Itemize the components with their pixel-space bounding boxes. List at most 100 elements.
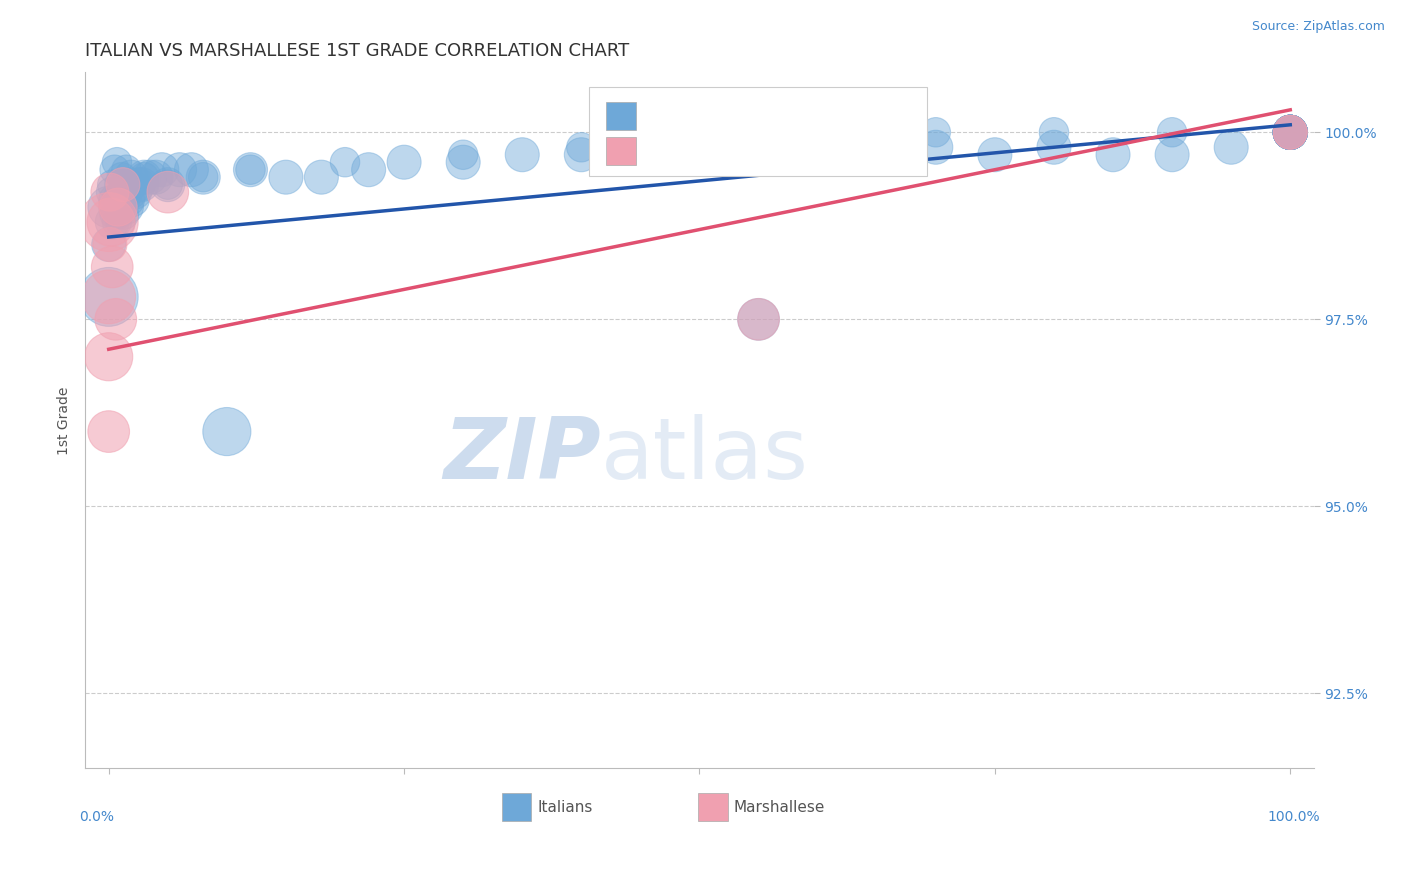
- FancyBboxPatch shape: [699, 793, 728, 822]
- Point: [134, 170, 156, 185]
- Point: [1279, 125, 1302, 139]
- Point: [112, 178, 135, 192]
- Point: [1102, 147, 1125, 161]
- Point: [807, 140, 830, 154]
- Point: [1279, 125, 1302, 139]
- Point: [104, 312, 127, 326]
- Point: [1279, 125, 1302, 139]
- Point: [101, 178, 124, 192]
- Point: [100, 215, 122, 229]
- Point: [104, 162, 127, 177]
- Point: [1279, 125, 1302, 139]
- Point: [121, 193, 143, 207]
- Point: [1279, 125, 1302, 139]
- Point: [1161, 147, 1184, 161]
- Point: [357, 162, 380, 177]
- Text: 100.0%: 100.0%: [1267, 810, 1320, 824]
- Point: [108, 193, 131, 207]
- Point: [1279, 125, 1302, 139]
- Point: [156, 178, 179, 192]
- Point: [117, 193, 139, 207]
- Point: [1279, 125, 1302, 139]
- Point: [107, 208, 129, 222]
- Point: [925, 125, 948, 139]
- Point: [112, 208, 135, 222]
- Point: [688, 133, 710, 147]
- Point: [124, 185, 146, 199]
- Point: [1279, 125, 1302, 139]
- Point: [1279, 125, 1302, 139]
- Point: [1279, 125, 1302, 139]
- FancyBboxPatch shape: [606, 137, 636, 165]
- Point: [110, 215, 132, 229]
- Point: [274, 170, 297, 185]
- Point: [97, 425, 120, 439]
- Point: [1279, 125, 1302, 139]
- Point: [1279, 125, 1302, 139]
- Point: [193, 170, 215, 185]
- Point: [121, 178, 143, 192]
- Point: [1279, 125, 1302, 139]
- Point: [1279, 125, 1302, 139]
- Point: [1279, 125, 1302, 139]
- Point: [1279, 125, 1302, 139]
- Point: [118, 185, 141, 199]
- Point: [169, 162, 191, 177]
- Point: [97, 200, 120, 214]
- Point: [1279, 125, 1302, 139]
- Point: [1279, 125, 1302, 139]
- Point: [1279, 125, 1302, 139]
- Point: [1279, 125, 1302, 139]
- Point: [451, 155, 474, 169]
- Point: [1279, 125, 1302, 139]
- Point: [1279, 125, 1302, 139]
- Point: [1279, 125, 1302, 139]
- Point: [97, 290, 120, 304]
- Point: [97, 237, 120, 252]
- Point: [984, 147, 1007, 161]
- Point: [193, 170, 215, 185]
- Point: [156, 185, 179, 199]
- Y-axis label: 1st Grade: 1st Grade: [58, 386, 72, 455]
- Point: [569, 147, 592, 161]
- Point: [1279, 125, 1302, 139]
- Point: [748, 312, 770, 326]
- Point: [1220, 140, 1243, 154]
- Point: [98, 237, 121, 252]
- Point: [115, 200, 138, 214]
- Point: [1279, 125, 1302, 139]
- Point: [145, 170, 167, 185]
- Point: [1279, 125, 1302, 139]
- Point: [105, 155, 128, 169]
- Text: ITALIAN VS MARSHALLESE 1ST GRADE CORRELATION CHART: ITALIAN VS MARSHALLESE 1ST GRADE CORRELA…: [86, 42, 630, 60]
- Point: [1279, 125, 1302, 139]
- Point: [104, 208, 127, 222]
- Point: [1279, 125, 1302, 139]
- Point: [98, 185, 121, 199]
- Point: [1279, 125, 1302, 139]
- Point: [1279, 125, 1302, 139]
- Point: [139, 170, 162, 185]
- Point: [180, 162, 202, 177]
- FancyBboxPatch shape: [606, 103, 636, 130]
- Point: [1279, 125, 1302, 139]
- Point: [97, 215, 120, 229]
- Point: [134, 170, 156, 185]
- Point: [1279, 125, 1302, 139]
- Point: [1279, 125, 1302, 139]
- Point: [510, 147, 533, 161]
- Point: [115, 162, 138, 177]
- Point: [925, 140, 948, 154]
- Point: [628, 147, 651, 161]
- Point: [239, 162, 262, 177]
- Point: [1279, 125, 1302, 139]
- Point: [111, 200, 134, 214]
- Point: [1279, 125, 1302, 139]
- FancyBboxPatch shape: [502, 793, 531, 822]
- Point: [105, 215, 128, 229]
- Text: R = 0.570    N =  16: R = 0.570 N = 16: [641, 144, 808, 159]
- Point: [1279, 125, 1302, 139]
- Point: [1279, 125, 1302, 139]
- Point: [1279, 125, 1302, 139]
- Text: 0.0%: 0.0%: [79, 810, 114, 824]
